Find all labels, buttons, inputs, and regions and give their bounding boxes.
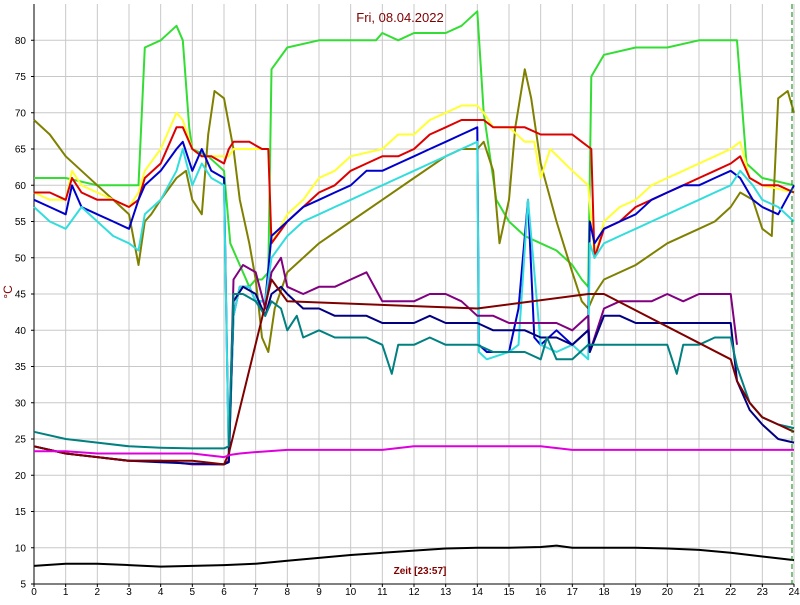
x-tick-label: 5: [190, 587, 196, 598]
y-axis-label: °C: [1, 285, 15, 299]
x-tick-label: 21: [693, 587, 705, 598]
x-tick-label: 22: [725, 587, 737, 598]
x-tick-label: 23: [757, 587, 769, 598]
x-tick-label: 19: [630, 587, 642, 598]
x-tick-label: 7: [253, 587, 259, 598]
y-tick-label: 30: [15, 398, 27, 409]
y-tick-label: 60: [15, 181, 27, 192]
x-tick-label: 12: [408, 587, 420, 598]
series-line-5: [33, 126, 795, 462]
x-tick-label: 9: [316, 587, 322, 598]
series-lines: [33, 10, 795, 568]
x-tick-label: 16: [535, 587, 547, 598]
x-tick-label: 6: [221, 587, 227, 598]
x-tick-label: 24: [788, 587, 800, 598]
y-tick-label: 20: [15, 471, 27, 482]
x-tick-label: 4: [158, 587, 164, 598]
series-line-3: [33, 104, 795, 259]
y-tick-label: 55: [15, 217, 27, 228]
y-tick-label: 25: [15, 435, 27, 446]
y-tick-labels: 5 10 15 20 25 30 35 40 45 50 55 60 65 70 75 80: [15, 36, 27, 591]
x-tick-label: 15: [503, 587, 515, 598]
series-line-6: [33, 140, 795, 462]
series-line-12: [33, 544, 795, 568]
series-line-9: [33, 293, 795, 450]
y-tick-label: 15: [15, 507, 27, 518]
y-tick-label: 40: [15, 326, 27, 337]
x-tick-label: 11: [377, 587, 388, 598]
x-tick-label: 8: [285, 587, 291, 598]
y-tick-label: 70: [15, 108, 27, 119]
x-tick-label: 20: [662, 587, 674, 598]
axes: [31, 4, 795, 587]
x-tick-label: 17: [567, 587, 579, 598]
x-tick-label: 18: [598, 587, 610, 598]
x-tick-label: 1: [63, 587, 69, 598]
x-tick-label: 13: [440, 587, 452, 598]
chart-title: Fri, 08.04.2022: [356, 10, 443, 25]
series-line-1: [34, 10, 795, 288]
x-tick-label: 3: [126, 587, 132, 598]
y-tick-label: 45: [15, 290, 27, 301]
x-tick-label: 10: [345, 587, 357, 598]
x-tick-label: 14: [472, 587, 484, 598]
x-tick-labels: 0 1 2 3 4 5 6 7 8 9 10 11 12 13 14 15 16 17 18 19 20 21 22 23 24: [31, 587, 800, 598]
x-tick-label: 2: [95, 587, 101, 598]
y-tick-label: 80: [15, 36, 27, 47]
y-tick-label: 10: [15, 543, 27, 554]
y-tick-label: 75: [15, 72, 27, 83]
y-tick-label: 5: [20, 580, 26, 591]
y-tick-label: 50: [15, 253, 27, 264]
y-tick-label: 35: [15, 362, 27, 373]
x-axis-label: Zeit [23:57]: [394, 566, 447, 577]
x-tick-label: 0: [31, 587, 37, 598]
series-line-2: [33, 68, 795, 353]
series-line-10: [33, 278, 795, 466]
y-tick-label: 65: [15, 145, 27, 156]
series-line-11: [34, 445, 794, 459]
